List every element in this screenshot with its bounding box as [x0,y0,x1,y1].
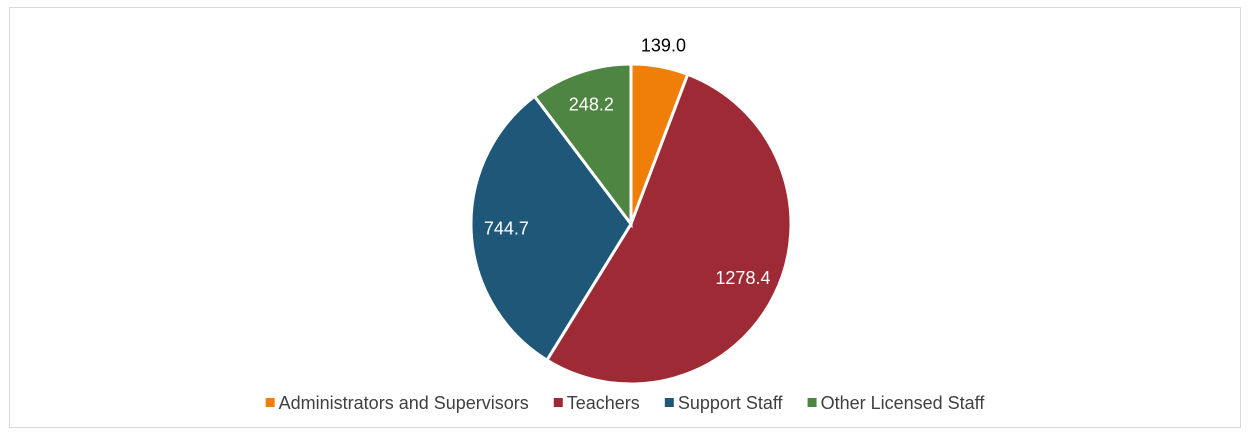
data-label: 1278.4 [715,268,770,288]
legend-label: Other Licensed Staff [821,393,986,413]
legend-label: Support Staff [678,393,784,413]
legend-swatch [807,398,817,407]
pie-slice [544,72,793,386]
legend-label: Administrators and Supervisors [279,393,529,413]
data-label: 248.2 [569,94,614,114]
data-label: 139.0 [641,36,686,56]
pie-slice [532,62,633,229]
pie-slice [469,94,633,363]
legend-label: Teachers [567,393,640,413]
legend-swatch [664,398,674,407]
legend-swatch [553,398,563,407]
data-label: 744.7 [484,219,529,239]
legend-swatch [265,398,275,407]
